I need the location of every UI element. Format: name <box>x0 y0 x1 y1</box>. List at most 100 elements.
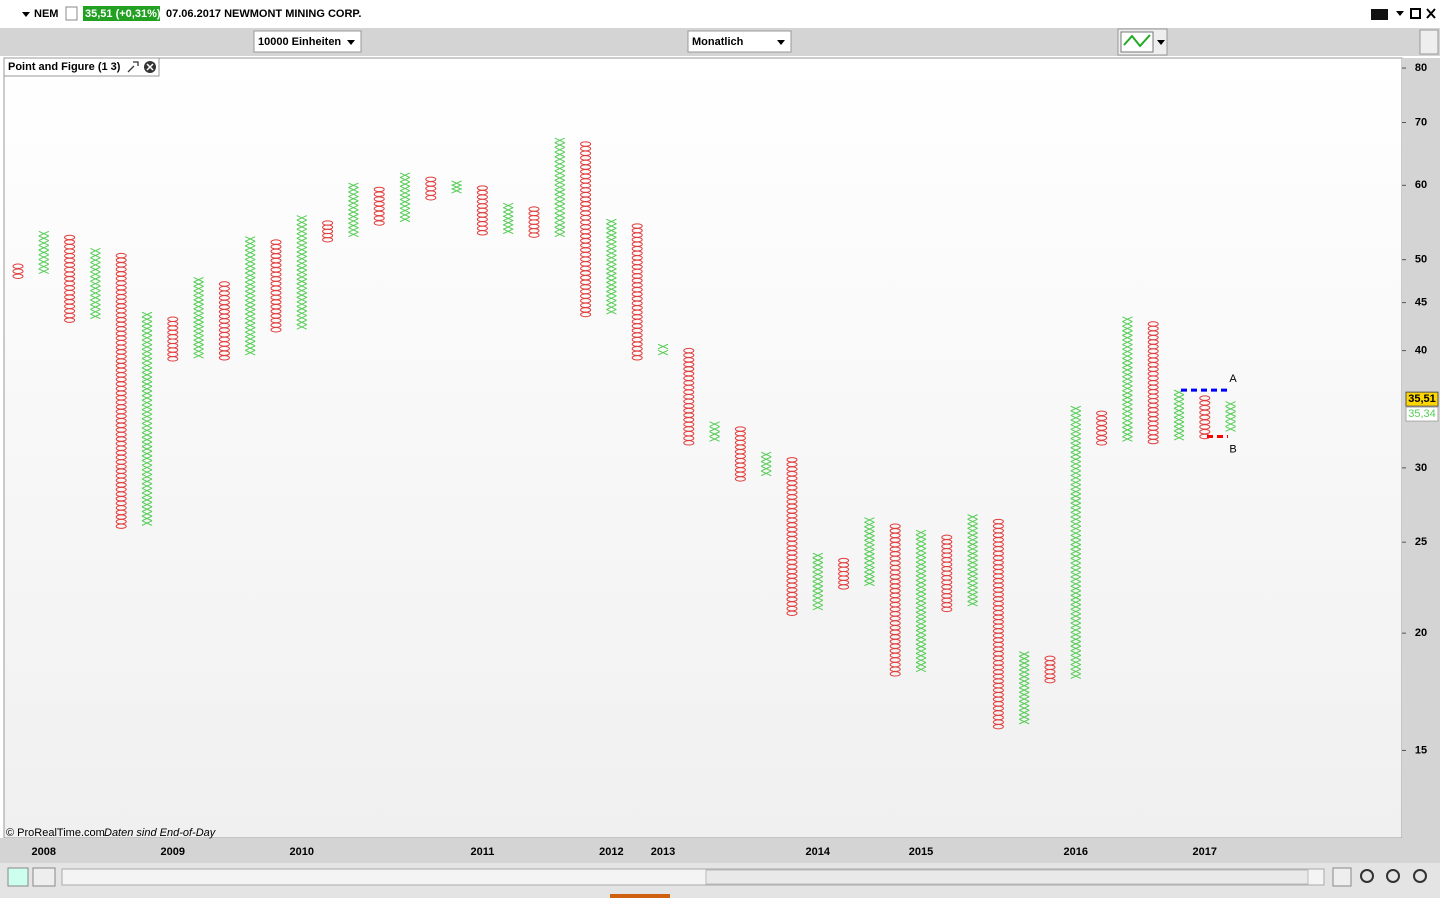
x-symbol <box>864 521 875 528</box>
x-symbol <box>915 552 927 559</box>
x-symbol <box>38 263 50 270</box>
x-symbol <box>244 277 256 283</box>
x-symbol <box>141 492 153 499</box>
x-symbol <box>967 591 978 598</box>
x-symbol <box>554 170 566 177</box>
indicator-icon-line <box>1123 34 1151 48</box>
x-symbol <box>296 301 308 307</box>
close-button[interactable] <box>1426 8 1436 19</box>
x-symbol <box>812 552 824 559</box>
zoom-reset[interactable] <box>1332 867 1352 887</box>
x-symbol <box>812 571 824 578</box>
x-symbol <box>399 185 411 192</box>
x-symbol <box>90 304 101 310</box>
side-button[interactable] <box>1419 29 1439 55</box>
x-symbol <box>1070 424 1082 430</box>
x-column <box>1018 651 1030 725</box>
o-column <box>218 281 230 361</box>
x-symbol <box>193 290 204 296</box>
x-symbol <box>141 344 153 350</box>
scroll-thumb[interactable] <box>705 869 1309 885</box>
x-symbol <box>244 295 256 301</box>
x-symbol <box>141 390 153 397</box>
x-symbol <box>915 625 927 632</box>
x-symbol <box>1018 714 1030 720</box>
x-symbol <box>606 299 617 306</box>
tool-button[interactable] <box>7 867 29 887</box>
price-box <box>83 6 160 21</box>
x-symbol <box>554 203 566 209</box>
zoom-out[interactable] <box>1386 869 1400 883</box>
x-symbol <box>1122 353 1133 359</box>
x-symbol <box>554 222 566 228</box>
info-button[interactable] <box>65 6 78 21</box>
x-symbol <box>141 376 153 383</box>
zoom-in[interactable] <box>1413 869 1427 883</box>
o-column <box>734 426 746 482</box>
x-symbol <box>296 315 308 321</box>
settings-icon[interactable] <box>127 61 139 73</box>
x-symbol <box>1070 405 1082 412</box>
x-symbol <box>141 423 153 429</box>
tool-button[interactable] <box>32 867 56 887</box>
x-symbol <box>348 227 359 233</box>
x-symbol <box>244 281 256 288</box>
x-symbol <box>1070 521 1082 527</box>
last-x-price-box <box>1405 406 1439 422</box>
x-symbol <box>915 598 927 604</box>
x-symbol <box>554 231 566 238</box>
minimize-button[interactable] <box>1396 11 1404 16</box>
x-symbol <box>193 326 204 332</box>
x-symbol <box>1173 435 1185 441</box>
chart-title: Point and Figure (1 3) <box>8 61 121 73</box>
x-symbol <box>1070 581 1082 587</box>
x-symbol <box>554 175 566 181</box>
x-symbol <box>141 325 153 332</box>
x-symbol <box>967 559 978 566</box>
x-symbol <box>1018 660 1030 666</box>
x-symbol <box>90 276 101 282</box>
keyboard-icon[interactable] <box>1371 9 1388 20</box>
x-symbol <box>244 290 256 297</box>
x-symbol <box>967 587 978 593</box>
symbol-dropdown[interactable] <box>22 12 30 17</box>
x-symbol <box>90 290 101 296</box>
x-symbol <box>451 180 462 187</box>
x-symbol <box>1070 507 1082 513</box>
x-symbol <box>399 194 411 201</box>
taskbar-indicator <box>610 894 670 898</box>
x-symbol <box>1122 367 1133 373</box>
period-dropdown[interactable] <box>687 30 792 53</box>
x-symbol <box>606 232 617 238</box>
x-symbol <box>90 248 101 254</box>
x-symbol <box>502 211 514 217</box>
x-symbol <box>864 530 875 537</box>
x-symbol <box>141 469 153 475</box>
x-symbol <box>38 259 50 265</box>
units-dropdown[interactable] <box>253 30 362 53</box>
o-column <box>1096 410 1108 446</box>
x-symbol <box>967 536 978 543</box>
x-symbol <box>502 207 514 213</box>
x-symbol <box>141 487 153 494</box>
x-symbol <box>864 571 875 578</box>
x-symbol <box>90 280 101 287</box>
x-symbol <box>244 336 256 342</box>
x-symbol <box>967 541 978 548</box>
symbol[interactable]: NEM <box>34 8 58 20</box>
x-symbol <box>1122 413 1133 419</box>
x-symbol <box>38 254 50 260</box>
maximize-button[interactable] <box>1410 8 1421 19</box>
x-symbol <box>1122 427 1133 433</box>
dropdown-arrow <box>347 40 355 45</box>
o-column <box>1147 321 1159 445</box>
x-symbol <box>760 465 772 472</box>
x-symbol <box>141 316 153 322</box>
x-symbol <box>1173 421 1185 427</box>
x-symbol <box>296 310 308 316</box>
x-symbol <box>606 290 617 297</box>
x-tick-label: 2016 <box>1064 846 1088 858</box>
o-symbol <box>322 237 334 243</box>
zoom-fit[interactable] <box>1360 869 1374 883</box>
x-symbol <box>554 208 566 214</box>
